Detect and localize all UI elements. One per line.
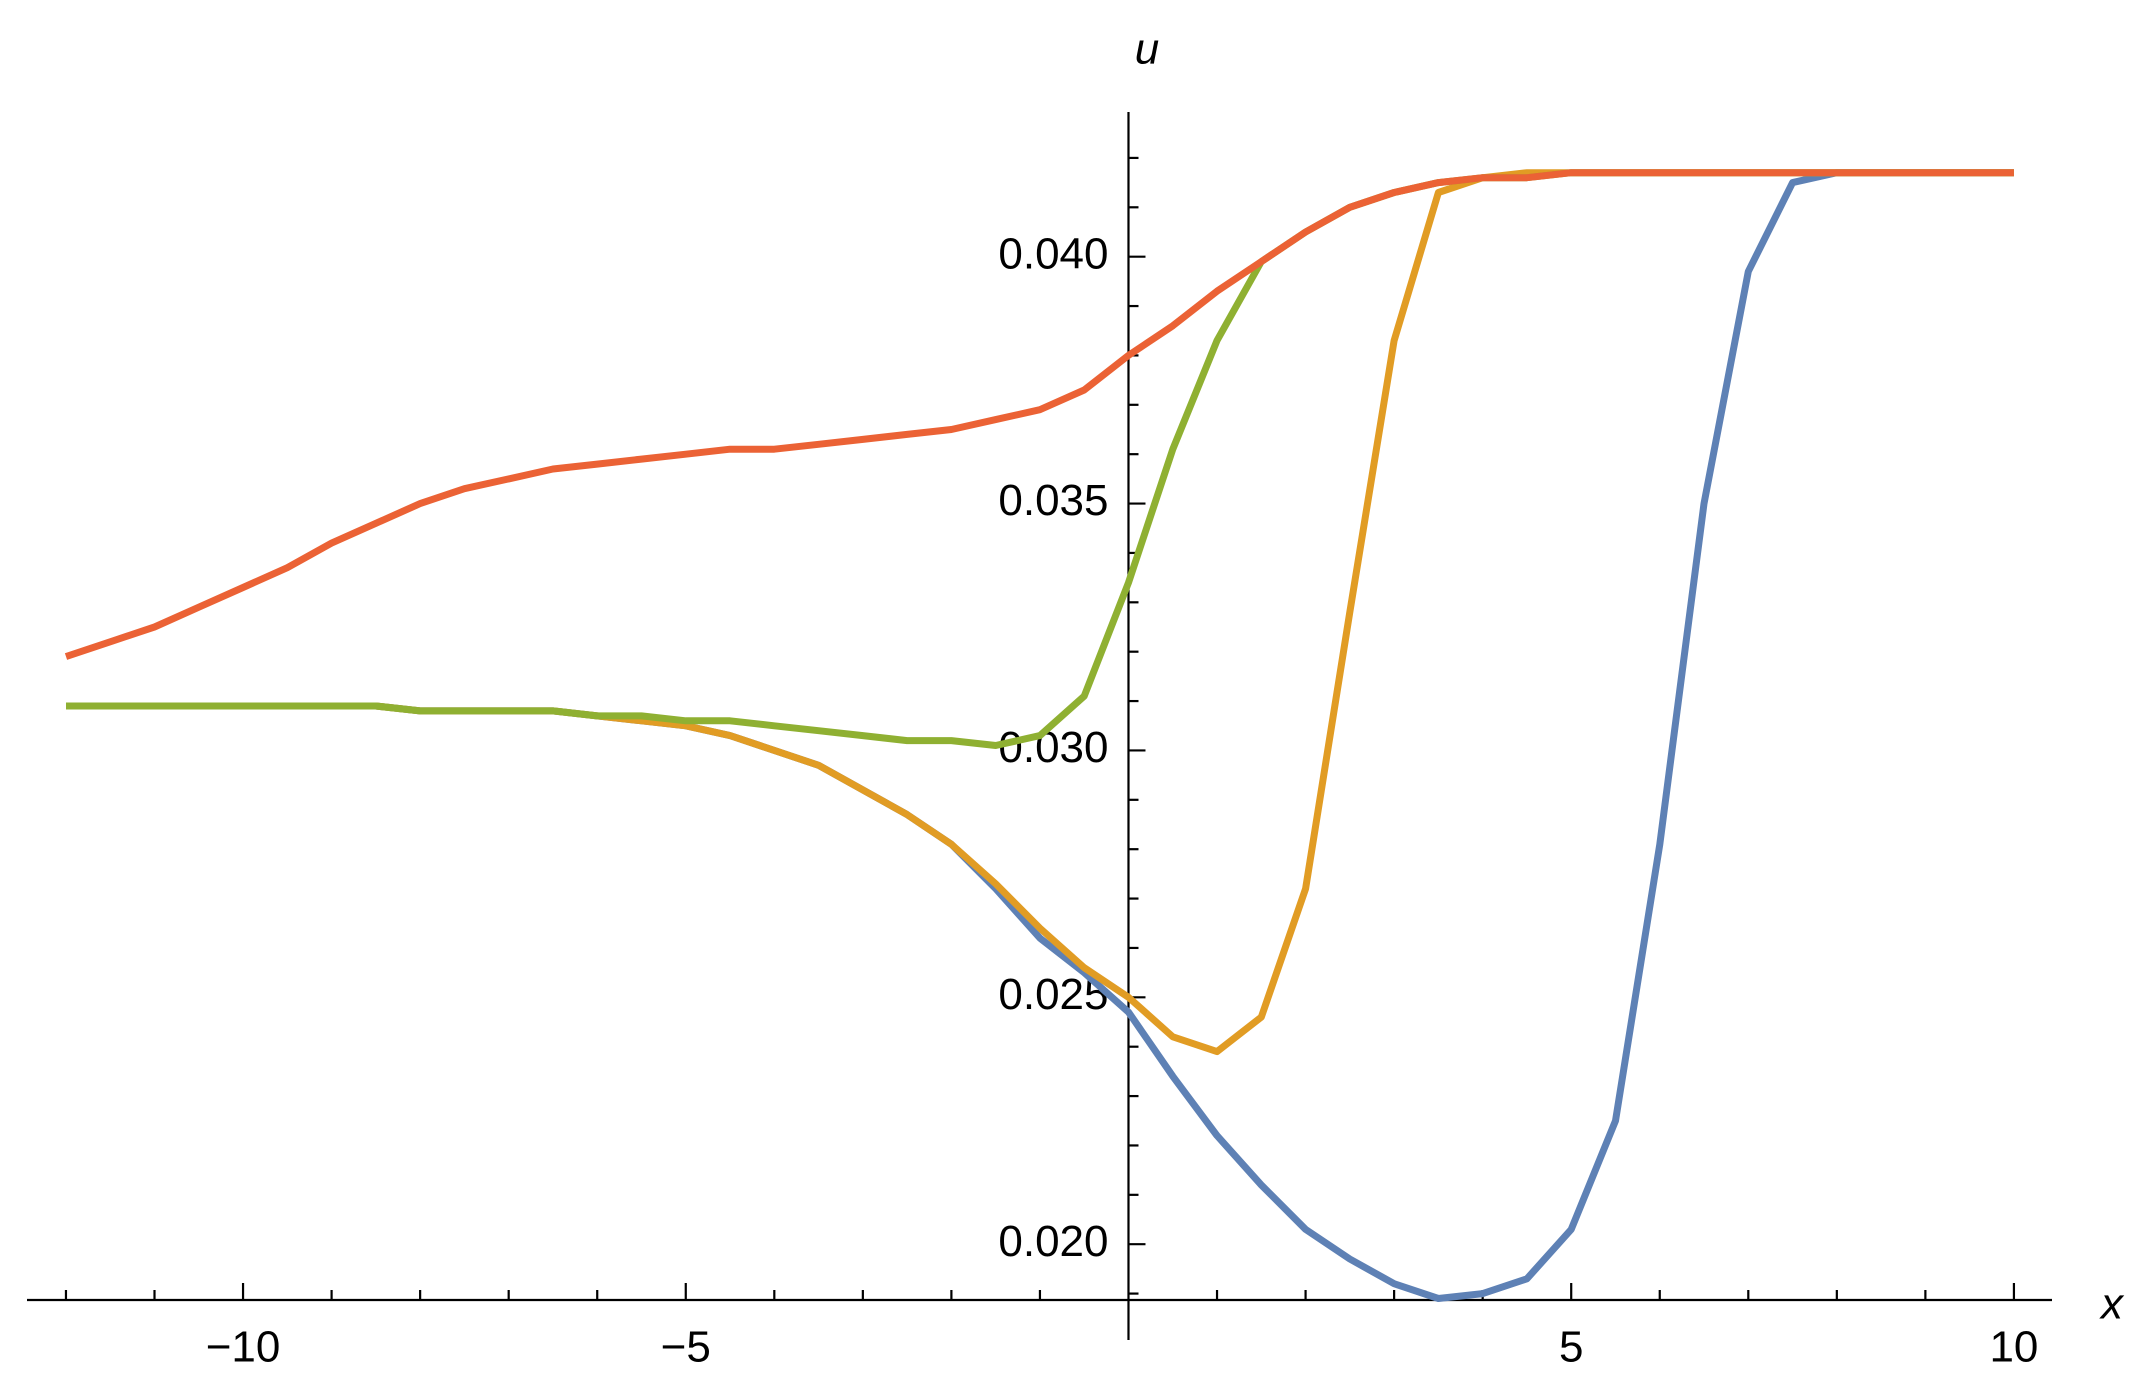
series-line [64, 169, 2014, 660]
y-axis-label: u [1135, 25, 1159, 74]
x-axis-label: x [2099, 1280, 2125, 1329]
x-tick-label: −10 [206, 1323, 281, 1372]
y-tick-label: 0.035 [998, 476, 1108, 525]
x-tick-label: 10 [1989, 1323, 2038, 1372]
y-tick-label: 0.020 [998, 1217, 1108, 1266]
x-tick-label: −5 [661, 1323, 711, 1372]
y-tick-label: 0.040 [998, 229, 1108, 278]
y-tick-label: 0.030 [998, 723, 1108, 772]
x-tick-label: 5 [1559, 1323, 1583, 1372]
series-line [66, 169, 2014, 1056]
